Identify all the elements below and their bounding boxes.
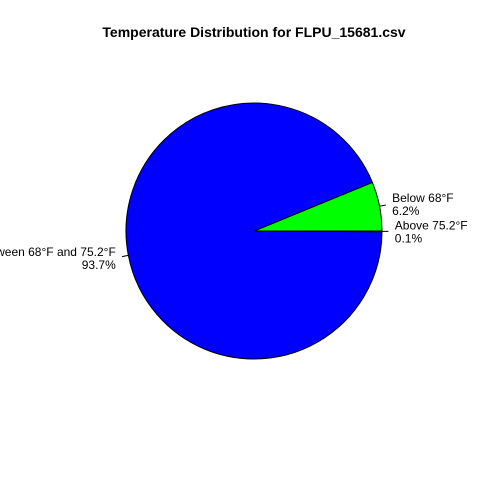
slice-percent-above-75-2-f: 0.1% [395,231,423,245]
leader-line-between-68-f-and-75-2-f [122,255,128,256]
slice-label-below-68-f: Below 68°F [392,191,454,205]
slice-label-above-75-2-f: Above 75.2°F [395,218,468,232]
leader-line-below-68-f [380,205,386,206]
slice-label-between-68-f-and-75-2-f: Between 68°F and 75.2°F [0,245,116,259]
chart-title: Temperature Distribution for FLPU_15681.… [102,24,405,40]
slice-percent-below-68-f: 6.2% [392,204,420,218]
slice-percent-between-68-f-and-75-2-f: 93.7% [82,258,116,272]
pie-slices [126,103,382,359]
